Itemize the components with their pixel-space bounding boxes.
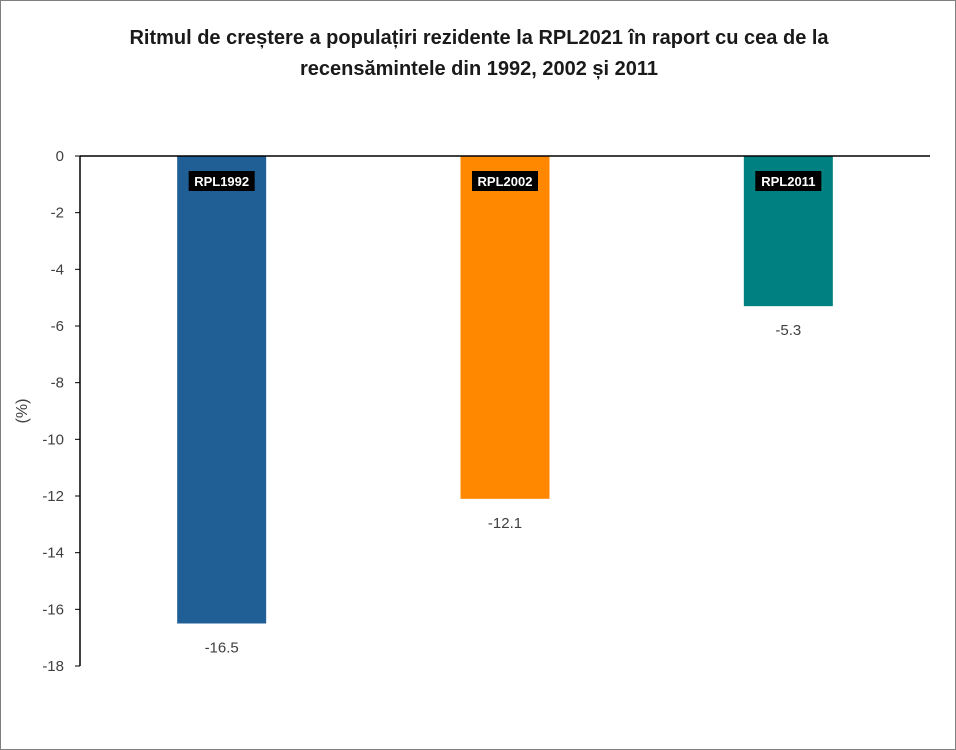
- y-tick-label: -2: [51, 205, 64, 222]
- y-tick-label: -12: [42, 488, 64, 505]
- data-label: -16.5: [205, 640, 239, 657]
- y-tick-label: -4: [51, 261, 64, 278]
- category-label-box: [188, 171, 255, 191]
- y-axis: 0 -2 -4 -6 -8 -10 -12 -14 -16 -18: [42, 148, 81, 675]
- y-tick-label: -18: [42, 658, 64, 675]
- y-tick-label: -14: [42, 545, 64, 562]
- data-label: -5.3: [775, 322, 801, 339]
- y-tick-label: -10: [42, 431, 64, 448]
- y-axis-label: (%): [14, 399, 31, 424]
- category-label: RPL1992: [194, 174, 249, 189]
- y-tick-label: -16: [42, 601, 64, 618]
- y-tick-label: -6: [51, 318, 64, 335]
- category-label-box: [472, 171, 538, 191]
- chart-title-line-1: Ritmul de creștere a populațiri rezident…: [129, 27, 829, 49]
- y-tick-label: 0: [56, 148, 64, 165]
- category-label: RPL2011: [761, 174, 815, 189]
- category-label: RPL2002: [478, 174, 533, 189]
- bar-rpl1992: [177, 156, 267, 624]
- chart-title-line-2: recensămintele din 1992, 2002 și 2011: [299, 58, 659, 80]
- bars: [177, 156, 833, 624]
- labels: RPL1992 -16.5 RPL2002 -12.1 RPL2011 -5.3: [188, 171, 822, 657]
- chart-title: Ritmul de creștere a populațiri rezident…: [41, 23, 917, 85]
- category-label-box: [755, 171, 822, 191]
- bar-rpl2002: [460, 156, 550, 499]
- data-label: -12.1: [488, 515, 522, 532]
- y-tick-label: -8: [51, 375, 64, 392]
